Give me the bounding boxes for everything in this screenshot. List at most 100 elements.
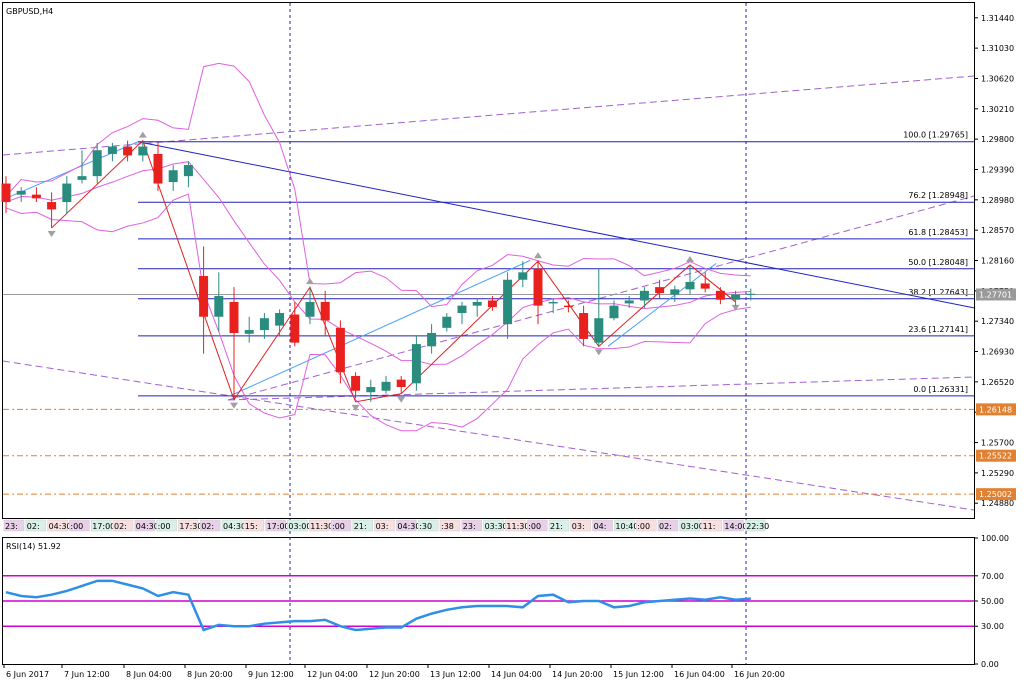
bull-candle: [685, 281, 695, 290]
y-tick-label: 1.24880: [981, 499, 1014, 508]
price-panel-frame: [2, 2, 975, 519]
bear-candle: [335, 327, 345, 373]
session-tag-label: :38: [441, 522, 454, 531]
bull-candle: [731, 294, 741, 300]
bear-candle: [31, 194, 41, 199]
rsi-axis: 100.00 70.00 50.00 30.00 0.00: [974, 534, 1009, 669]
bull-candle: [214, 296, 224, 317]
session-tag-label: 11:30: [506, 522, 529, 531]
bull-candle: [639, 290, 649, 301]
rsi-y-tick-label: 0.00: [981, 660, 999, 669]
bear-candle: [579, 313, 589, 339]
session-tag: [723, 519, 744, 532]
session-tag-label: 21:: [354, 522, 367, 531]
session-tag-label: 23:: [463, 522, 476, 531]
bear-candle: [396, 379, 406, 388]
session-tag-label: 02:: [27, 522, 40, 531]
bull-candle: [503, 279, 513, 325]
fib-level-label: 100.0 [1.29765]: [903, 131, 968, 140]
bull-candle: [381, 381, 391, 391]
session-tag: [112, 519, 134, 532]
session-tag-label: :00: [70, 522, 83, 531]
bull-candle: [92, 150, 102, 177]
bear-candle: [47, 202, 57, 210]
session-tag-label: 04:: [594, 522, 607, 531]
y-tick-label: 1.25290: [981, 469, 1014, 478]
bear-candle: [320, 301, 330, 321]
bull-candle: [746, 293, 756, 295]
bull-candle: [518, 272, 528, 280]
session-tag: [265, 519, 286, 532]
fib-anchor-line: [229, 260, 531, 397]
bull-candle: [168, 170, 178, 183]
session-tag: [635, 519, 657, 532]
rsi-y-tick-label: 70.00: [981, 572, 1004, 581]
session-tag: [614, 519, 635, 532]
support-price-box: [976, 488, 1016, 501]
bear-candle: [199, 276, 209, 317]
session-tag-label: :00: [637, 522, 650, 531]
x-tick-label: 12 Jun 04:00: [307, 670, 358, 679]
bull-candle: [107, 146, 117, 154]
x-tick-label: 16 Jun 04:00: [674, 670, 725, 679]
support-price-label: 1.25002: [979, 490, 1012, 499]
session-tag: [396, 519, 417, 532]
y-tick-label: 1.30620: [981, 74, 1014, 83]
x-tick-label: 15 Jun 12:00: [613, 670, 664, 679]
session-tag-label: :00: [158, 522, 171, 531]
session-tag-label: 04:30: [223, 522, 246, 531]
session-tag-label: 17:00: [92, 522, 115, 531]
session-tag: [548, 519, 570, 532]
support-price-box: [976, 403, 1016, 416]
session-tag-label: :00: [332, 522, 345, 531]
session-tag-label: 11:: [703, 522, 716, 531]
session-tag-label: 21:: [550, 522, 563, 531]
session-tag: [3, 519, 25, 532]
y-tick-label: 1.28570: [981, 226, 1014, 235]
swing-low-marker: [594, 349, 603, 356]
swing-high-marker: [138, 131, 147, 138]
bull-candle: [244, 330, 254, 334]
price-axis: 1.31440 1.31030 1.30620 1.30210 1.29800 1.293…: [974, 14, 1016, 508]
bull-candle: [77, 176, 87, 180]
swing-low-marker: [47, 230, 56, 237]
bull-candle: [305, 301, 315, 317]
y-tick-label: 1.26930: [981, 348, 1014, 357]
swing-low-marker: [351, 404, 360, 411]
bull-candle: [275, 313, 285, 326]
session-tag-label: 17:00: [267, 522, 290, 531]
session-tag: [505, 519, 526, 532]
bull-candle: [609, 305, 619, 319]
rsi-y-tick-label: 30.00: [981, 622, 1004, 631]
session-tag-label: 14:00: [724, 522, 747, 531]
bull-candle: [457, 305, 467, 314]
swing-high-marker: [306, 278, 314, 285]
bollinger-middle: [5, 161, 751, 366]
session-tag-label: 17:30: [179, 522, 202, 531]
session-tag-label: :30: [419, 522, 432, 531]
bollinger-upper: [5, 62, 751, 308]
session-tag: [199, 519, 221, 532]
bear-candle: [153, 153, 163, 184]
rsi-panel: [3, 575, 974, 632]
bull-candle: [442, 316, 452, 328]
bull-candle: [138, 146, 148, 156]
rsi-y-tick-label: 100.00: [981, 534, 1009, 543]
session-tag: [570, 519, 592, 532]
session-tag: [243, 519, 265, 532]
bull-candle: [183, 165, 193, 177]
fib-level-label: 23.6 [1.27141]: [908, 325, 968, 334]
session-tag: [526, 519, 548, 532]
session-tag-label: 23:: [5, 522, 18, 531]
bull-candle: [594, 318, 604, 343]
chart-title: GBPUSD,H4: [6, 7, 53, 16]
x-tick-label: 16 Jun 20:00: [734, 670, 785, 679]
session-tag-label: 02:: [114, 522, 127, 531]
session-tag-label: 02:: [201, 522, 214, 531]
session-tag-label: 04:30: [397, 522, 420, 531]
bear-candle: [533, 268, 543, 306]
y-tick-label: 1.29390: [981, 165, 1014, 174]
bear-candle: [487, 300, 497, 308]
session-tag-label: :00: [528, 522, 541, 531]
